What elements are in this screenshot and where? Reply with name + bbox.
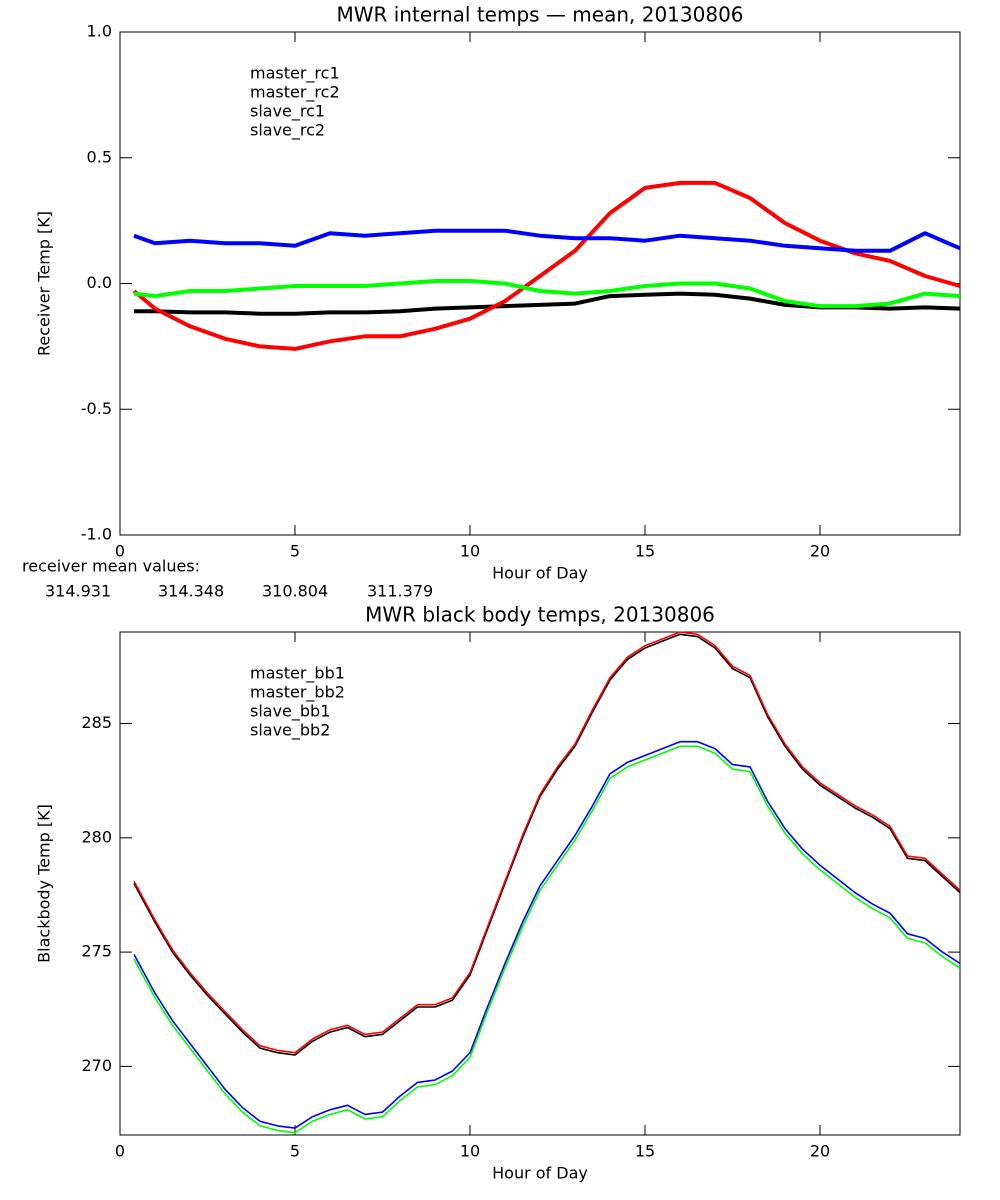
y-tick-label: 285	[81, 713, 112, 732]
y-tick-label: -0.5	[81, 399, 112, 418]
legend-entry: master_rc2	[250, 83, 340, 103]
legend-entry: slave_bb2	[250, 721, 330, 741]
series-line	[133, 279, 961, 309]
legend-entry: slave_rc1	[250, 102, 325, 122]
annotation-value: 314.931	[45, 582, 111, 601]
chart-title: MWR internal temps — mean, 20130806	[336, 3, 743, 27]
plot-frame	[119, 631, 961, 1136]
y-tick-label: -1.0	[81, 525, 112, 544]
y-axis-label: Blackbody Temp [K]	[35, 804, 54, 963]
legend-entry: slave_bb1	[250, 702, 330, 722]
legend-entry: master_bb1	[250, 664, 345, 684]
y-tick-label: 0.0	[87, 273, 112, 292]
series-line	[133, 633, 961, 1056]
plot-frame	[119, 31, 961, 536]
y-tick-label: 1.0	[87, 22, 112, 41]
x-tick-label: 10	[460, 1142, 480, 1161]
series-line	[133, 745, 961, 1134]
series-line	[133, 631, 961, 1054]
x-tick-label: 15	[635, 542, 655, 561]
series-line	[133, 228, 961, 253]
x-tick-label: 0	[115, 1142, 125, 1161]
x-tick-label: 15	[635, 1142, 655, 1161]
y-tick-label: 275	[81, 942, 112, 961]
x-axis-label: Hour of Day	[492, 1164, 588, 1183]
annotation-value: 311.379	[367, 582, 433, 601]
series-line	[134, 291, 961, 316]
annotation-label: receiver mean values:	[22, 557, 200, 576]
x-tick-label: 5	[290, 1142, 300, 1161]
y-tick-label: 0.5	[87, 147, 112, 166]
x-tick-label: 5	[290, 542, 300, 561]
y-axis-label: Receiver Temp [K]	[35, 211, 54, 356]
y-tick-label: 280	[81, 827, 112, 846]
series-line	[132, 180, 961, 351]
legend-entry: master_bb2	[250, 683, 345, 703]
x-tick-label: 20	[810, 542, 830, 561]
x-axis-label: Hour of Day	[492, 564, 588, 583]
series-line	[133, 740, 961, 1129]
annotation-value: 310.804	[262, 582, 328, 601]
legend-entry: slave_rc2	[250, 121, 325, 141]
legend-entry: master_rc1	[250, 64, 340, 84]
chart-title: MWR black body temps, 20130806	[365, 603, 715, 627]
x-tick-label: 10	[460, 542, 480, 561]
annotation-value: 314.348	[158, 582, 224, 601]
x-tick-label: 20	[810, 1142, 830, 1161]
x-tick-label: 0	[115, 542, 125, 561]
y-tick-label: 270	[81, 1056, 112, 1075]
